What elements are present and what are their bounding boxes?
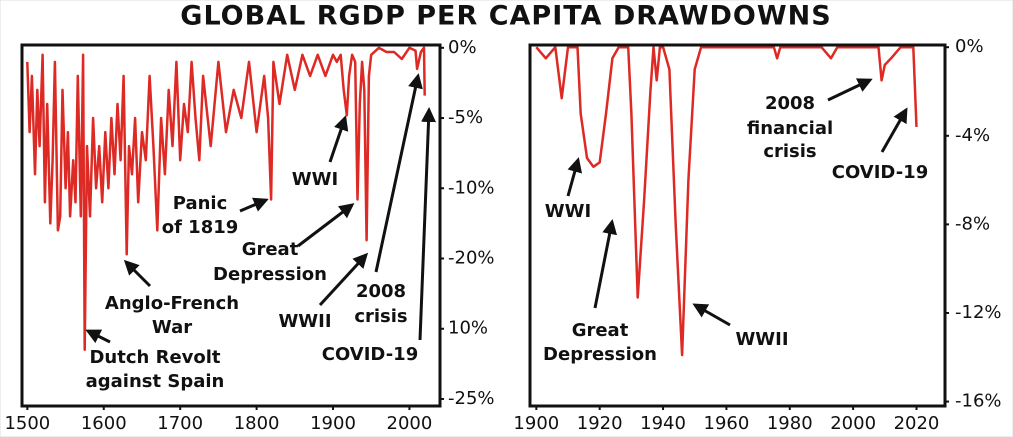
annotation: Great [572, 320, 629, 341]
annotation-arrow [418, 107, 437, 341]
annotation: Depression [213, 264, 327, 285]
annotation-arrow [692, 303, 731, 327]
annotation-arrow [297, 203, 355, 248]
x-tick-label: 1920 [577, 413, 623, 434]
annotation: crisis [354, 306, 407, 327]
y-tick-label: 10% [448, 318, 488, 339]
x-tick-label: 1600 [81, 413, 127, 434]
x-tick-label: 2000 [387, 413, 433, 434]
annotation: 2008 [356, 281, 406, 302]
y-tick-label: -10% [448, 177, 495, 198]
annotation: WWII [735, 329, 788, 350]
annotation: Dutch Revolt [89, 347, 220, 368]
annotation: of 1819 [162, 217, 239, 238]
x-tick-label: 1900 [513, 413, 559, 434]
y-tick-label: -8% [955, 213, 990, 234]
annotation-arrow [85, 329, 111, 344]
x-tick-label: 1700 [157, 413, 203, 434]
annotation: Panic [173, 193, 228, 214]
x-tick-label: 1940 [640, 413, 686, 434]
y-tick-label: -12% [955, 302, 1002, 323]
annotation-arrow [566, 157, 583, 197]
y-tick-label: -4% [955, 125, 990, 146]
annotation: COVID-19 [322, 344, 418, 365]
annotation-arrow [318, 252, 369, 307]
annotation: WWI [545, 201, 591, 222]
y-tick-label: -16% [955, 391, 1002, 412]
x-tick-label: 1500 [4, 413, 50, 434]
x-tick-label: 1800 [234, 413, 280, 434]
chart-title: GLOBAL RGDP PER CAPITA DRAWDOWNS [180, 1, 831, 32]
x-tick-label: 2020 [894, 413, 940, 434]
annotation: COVID-19 [832, 162, 928, 183]
line-series [26, 46, 426, 352]
annotation-arrow [123, 259, 152, 288]
annotation-arrow [880, 107, 908, 153]
annotation: Depression [543, 344, 657, 365]
annotation: Great [242, 239, 299, 260]
y-tick-label: -5% [448, 107, 483, 128]
line-series [535, 45, 918, 357]
annotation: crisis [763, 141, 816, 162]
plot-frame [528, 43, 947, 408]
x-tick-label: 1900 [310, 413, 356, 434]
annotation-arrow [374, 73, 423, 273]
x-tick-label: 2000 [830, 413, 876, 434]
y-tick-label: 0% [448, 37, 477, 58]
annotation-arrow [328, 115, 349, 163]
y-tick-label: -25% [448, 388, 495, 409]
y-tick-label: -20% [448, 248, 495, 269]
x-tick-label: 1980 [767, 413, 813, 434]
y-tick-label: 0% [955, 36, 984, 57]
x-tick-label: 1960 [704, 413, 750, 434]
annotation: War [152, 317, 192, 338]
annotation-arrow [827, 78, 873, 102]
annotation: against Spain [86, 371, 225, 392]
annotation: WWI [292, 169, 338, 190]
annotation-arrow [593, 219, 618, 309]
annotation: financial [747, 118, 833, 139]
annotation: WWII [278, 311, 331, 332]
annotation: Anglo-French [105, 293, 239, 314]
annotation: 2008 [765, 93, 815, 114]
plot-frame [20, 43, 442, 408]
annotation-arrow [239, 197, 269, 213]
